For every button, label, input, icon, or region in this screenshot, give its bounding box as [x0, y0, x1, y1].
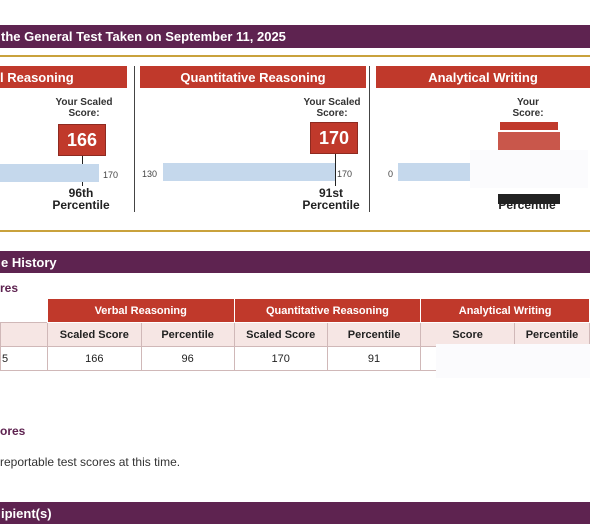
- quant-panel: Quantitative Reasoning Your Scaled Score…: [140, 66, 366, 212]
- row-quant-scaled: 170: [233, 346, 328, 371]
- verbal-score-box: 166: [58, 124, 106, 156]
- col-sub-quant-scaled: Scaled Score: [233, 322, 328, 347]
- verbal-percentile: 96th Percentile: [46, 187, 116, 211]
- score-history-table: Verbal Reasoning Quantitative Reasoning …: [0, 298, 590, 371]
- recipients-title: ipient(s): [1, 505, 52, 521]
- verbal-scaled-label-line1: Your Scaled: [55, 97, 113, 108]
- panel-separator-1: [134, 66, 135, 212]
- writing-percentile-label: Percentile: [498, 199, 556, 212]
- quant-score-value: 170: [318, 127, 350, 148]
- col-sub-writing-percentile: Percentile: [514, 322, 590, 347]
- no-scores-message: reportable test scores at this time.: [0, 455, 181, 469]
- other-scores-subheading: ores: [0, 424, 26, 438]
- quant-min-label: 130: [142, 169, 158, 179]
- col-sub-verbal-percentile: Percentile: [140, 322, 235, 347]
- writing-panel-title-text: Analytical Writing: [428, 69, 538, 85]
- col-group-writing: Analytical Writing: [420, 298, 590, 323]
- score-history-band: e History: [0, 251, 590, 273]
- quant-max-label: 170: [337, 169, 353, 179]
- writing-score-box-top: [500, 122, 558, 130]
- writing-percentile: Percentile: [490, 199, 564, 212]
- score-history-title: e History: [1, 254, 57, 270]
- col-sub-date: [0, 322, 48, 347]
- writing-scaled-label-line1: Your: [516, 97, 540, 108]
- col-sub-verbal-scaled: Scaled Score: [46, 322, 142, 347]
- quant-percentile-label: Percentile: [302, 198, 360, 212]
- quant-panel-title: Quantitative Reasoning: [140, 66, 366, 88]
- history-redaction-mask: [436, 344, 590, 378]
- writing-panel-title: Analytical Writing: [376, 66, 590, 88]
- col-sub-writing-score: Score: [420, 322, 516, 347]
- verbal-panel: l Reasoning Your Scaled Score: 166 170 9…: [0, 66, 127, 212]
- writing-min-label: 0: [388, 169, 394, 179]
- verbal-scaled-label-line2: Score:: [68, 108, 100, 119]
- writing-panel: Analytical Writing Your Score: 0 Percent…: [376, 66, 590, 212]
- verbal-max-label: 170: [103, 170, 119, 180]
- col-group-verbal: Verbal Reasoning: [46, 298, 235, 323]
- row-quant-percentile: 91: [326, 346, 422, 371]
- row-date: 5: [0, 346, 48, 371]
- verbal-score-bar: [0, 164, 99, 182]
- verbal-panel-title-text: l Reasoning: [0, 69, 74, 85]
- verbal-percentile-rank: 96th: [68, 186, 94, 200]
- writing-score-box: [498, 132, 560, 152]
- quant-panel-title-text: Quantitative Reasoning: [180, 69, 326, 85]
- quant-score-marker: [335, 154, 336, 186]
- quant-scaled-label-line2: Score:: [316, 108, 348, 119]
- row-verbal-scaled: 166: [46, 346, 142, 371]
- row-verbal-percentile: 96: [140, 346, 235, 371]
- quant-percentile: 91st Percentile: [296, 187, 366, 211]
- recipients-band: ipient(s): [0, 502, 590, 524]
- panel-separator-2: [369, 66, 370, 212]
- verbal-percentile-label: Percentile: [52, 198, 110, 212]
- verbal-panel-title: l Reasoning: [0, 66, 127, 88]
- table-corner-blank: [0, 298, 48, 323]
- col-group-quant: Quantitative Reasoning: [233, 298, 422, 323]
- col-sub-quant-percentile: Percentile: [326, 322, 422, 347]
- writing-redacted-line: [498, 194, 560, 204]
- verbal-score-value: 166: [66, 129, 98, 150]
- gold-divider-top: [0, 55, 590, 57]
- quant-score-bar: [163, 163, 335, 181]
- quant-percentile-rank: 91st: [318, 186, 344, 200]
- quant-score-box: 170: [310, 122, 358, 154]
- test-title: the General Test Taken on September 11, …: [1, 29, 286, 44]
- quant-scaled-label-line1: Your Scaled: [303, 97, 361, 108]
- history-subheading: res: [0, 281, 19, 295]
- gold-divider-bottom: [0, 230, 590, 232]
- writing-redaction-mask: [470, 150, 588, 188]
- writing-scaled-label-line2: Score:: [512, 108, 544, 119]
- test-title-band: the General Test Taken on September 11, …: [0, 25, 590, 48]
- verbal-scaled-label: Your Scaled Score:: [52, 97, 116, 119]
- writing-score-bar: [398, 163, 474, 181]
- writing-scaled-label: Your Score:: [498, 97, 558, 119]
- quant-scaled-label: Your Scaled Score:: [299, 97, 365, 119]
